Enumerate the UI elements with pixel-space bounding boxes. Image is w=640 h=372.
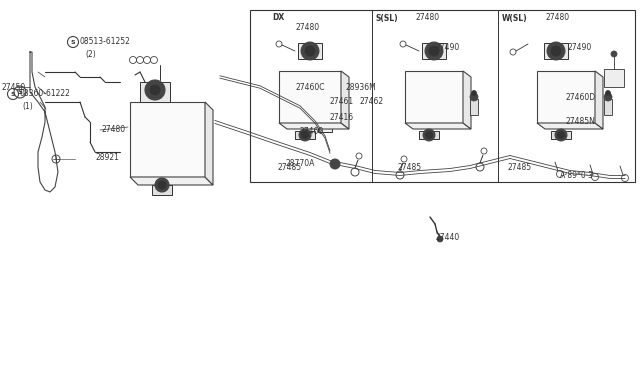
- Circle shape: [472, 90, 477, 96]
- Circle shape: [557, 131, 564, 138]
- Circle shape: [423, 129, 435, 141]
- Polygon shape: [279, 71, 341, 123]
- Bar: [140, 82, 170, 102]
- Circle shape: [305, 46, 315, 56]
- Polygon shape: [595, 71, 603, 129]
- Bar: [295, 131, 315, 139]
- Polygon shape: [130, 102, 205, 177]
- Text: W(SL): W(SL): [502, 13, 527, 22]
- Circle shape: [429, 46, 439, 56]
- Circle shape: [145, 80, 165, 100]
- Text: S: S: [11, 92, 15, 96]
- Text: 27485: 27485: [278, 164, 302, 173]
- Text: 08513-61252: 08513-61252: [80, 38, 131, 46]
- Text: 27490: 27490: [568, 44, 592, 52]
- Text: 27460C: 27460C: [295, 83, 324, 92]
- Circle shape: [330, 159, 340, 169]
- Text: S(SL): S(SL): [375, 13, 397, 22]
- Bar: [604, 99, 612, 115]
- Polygon shape: [537, 71, 595, 123]
- Circle shape: [299, 129, 311, 141]
- Polygon shape: [463, 71, 471, 129]
- Bar: [318, 114, 332, 132]
- Polygon shape: [405, 71, 463, 123]
- Circle shape: [301, 131, 308, 138]
- Bar: [422, 43, 446, 59]
- Circle shape: [437, 236, 443, 242]
- Text: (1): (1): [22, 102, 33, 110]
- Bar: [551, 131, 571, 139]
- Circle shape: [470, 93, 478, 101]
- Text: S: S: [70, 39, 76, 45]
- Polygon shape: [279, 123, 349, 129]
- Polygon shape: [537, 123, 603, 129]
- Circle shape: [611, 51, 617, 57]
- Text: 27450: 27450: [2, 83, 26, 92]
- Circle shape: [426, 131, 433, 138]
- Text: 27416: 27416: [330, 112, 354, 122]
- Text: 27461: 27461: [330, 97, 354, 106]
- Text: 28936M: 28936M: [345, 83, 376, 92]
- Circle shape: [155, 178, 169, 192]
- Text: A²89*0·3: A²89*0·3: [560, 171, 594, 180]
- Circle shape: [605, 90, 611, 96]
- Circle shape: [551, 46, 561, 56]
- Bar: [152, 185, 172, 195]
- Circle shape: [555, 129, 567, 141]
- Text: 27480: 27480: [545, 13, 569, 22]
- Bar: [470, 99, 478, 115]
- Text: 28770A: 28770A: [285, 160, 314, 169]
- Polygon shape: [341, 71, 349, 129]
- Text: 28921: 28921: [96, 153, 120, 161]
- Circle shape: [158, 181, 166, 189]
- Bar: [544, 43, 568, 59]
- Circle shape: [150, 85, 160, 95]
- Text: 27490: 27490: [435, 44, 460, 52]
- Bar: [298, 43, 322, 59]
- Text: S: S: [17, 89, 22, 95]
- Text: 27485: 27485: [398, 164, 422, 173]
- Text: 27485: 27485: [508, 164, 532, 173]
- Circle shape: [425, 42, 443, 60]
- Text: (2): (2): [85, 49, 96, 58]
- Text: 27460D: 27460D: [565, 93, 595, 102]
- Polygon shape: [405, 123, 471, 129]
- Text: DX: DX: [272, 13, 284, 22]
- Text: 27485N: 27485N: [565, 118, 595, 126]
- Circle shape: [301, 42, 319, 60]
- Polygon shape: [130, 177, 213, 185]
- Text: 27480: 27480: [295, 23, 319, 32]
- Circle shape: [547, 42, 565, 60]
- Text: 27440: 27440: [436, 232, 460, 241]
- Text: 27462: 27462: [360, 97, 384, 106]
- Text: 27480: 27480: [102, 125, 126, 135]
- Text: 08360-61222: 08360-61222: [20, 90, 71, 99]
- Polygon shape: [205, 102, 213, 185]
- Bar: [604, 69, 624, 87]
- Text: 27460: 27460: [300, 128, 324, 137]
- Circle shape: [604, 93, 612, 101]
- Bar: [250, 10, 635, 182]
- Text: 27480: 27480: [415, 13, 439, 22]
- Bar: [419, 131, 439, 139]
